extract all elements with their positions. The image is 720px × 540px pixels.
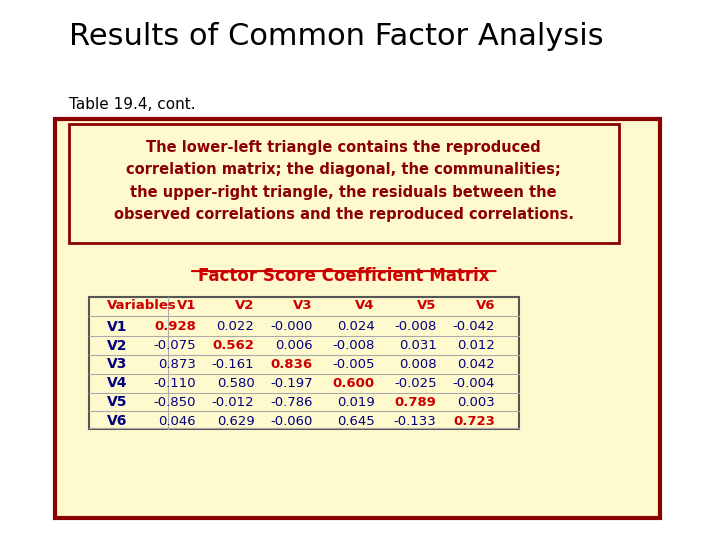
Text: -0.042: -0.042 xyxy=(453,320,495,333)
Text: -0.008: -0.008 xyxy=(333,339,374,352)
Text: 0.012: 0.012 xyxy=(457,339,495,352)
Text: V1: V1 xyxy=(107,320,127,334)
Text: 0.723: 0.723 xyxy=(453,415,495,428)
Text: 0.022: 0.022 xyxy=(217,320,254,333)
Text: Factor Score Coefficient Matrix: Factor Score Coefficient Matrix xyxy=(198,267,490,285)
Text: -0.025: -0.025 xyxy=(394,377,436,390)
Text: Table 19.4, cont.: Table 19.4, cont. xyxy=(68,97,195,112)
Text: 0.836: 0.836 xyxy=(271,358,313,371)
Text: -0.000: -0.000 xyxy=(271,320,313,333)
Text: V3: V3 xyxy=(107,357,127,372)
Text: 0.008: 0.008 xyxy=(399,358,436,371)
Text: -0.008: -0.008 xyxy=(395,320,436,333)
Text: V4: V4 xyxy=(107,376,127,390)
Text: -0.786: -0.786 xyxy=(270,396,313,409)
Text: V6: V6 xyxy=(475,299,495,312)
Text: 0.024: 0.024 xyxy=(337,320,374,333)
Text: 0.928: 0.928 xyxy=(154,320,196,333)
Text: Results of Common Factor Analysis: Results of Common Factor Analysis xyxy=(68,22,603,51)
Text: -0.005: -0.005 xyxy=(332,358,374,371)
Text: 0.600: 0.600 xyxy=(333,377,374,390)
Text: V2: V2 xyxy=(107,339,127,353)
Text: 0.645: 0.645 xyxy=(337,415,374,428)
Text: V5: V5 xyxy=(417,299,436,312)
Text: -0.004: -0.004 xyxy=(453,377,495,390)
Text: -0.060: -0.060 xyxy=(271,415,313,428)
Text: -0.850: -0.850 xyxy=(153,396,196,409)
Text: V5: V5 xyxy=(107,395,127,409)
Text: 0.019: 0.019 xyxy=(337,396,374,409)
Text: 0.789: 0.789 xyxy=(395,396,436,409)
Text: -0.012: -0.012 xyxy=(212,396,254,409)
Text: -0.197: -0.197 xyxy=(270,377,313,390)
Text: V6: V6 xyxy=(107,414,127,428)
Text: 0.629: 0.629 xyxy=(217,415,254,428)
Text: -0.110: -0.110 xyxy=(153,377,196,390)
Text: Variables: Variables xyxy=(107,299,176,312)
Text: 0.046: 0.046 xyxy=(158,415,196,428)
Text: -0.161: -0.161 xyxy=(212,358,254,371)
Text: 0.873: 0.873 xyxy=(158,358,196,371)
Text: -0.133: -0.133 xyxy=(394,415,436,428)
Text: 0.031: 0.031 xyxy=(399,339,436,352)
Text: V4: V4 xyxy=(355,299,374,312)
Text: 0.042: 0.042 xyxy=(457,358,495,371)
Text: V2: V2 xyxy=(235,299,254,312)
FancyBboxPatch shape xyxy=(89,297,519,429)
FancyBboxPatch shape xyxy=(55,119,660,518)
FancyBboxPatch shape xyxy=(68,124,618,243)
Text: V1: V1 xyxy=(176,299,196,312)
Text: The lower-left triangle contains the reproduced
correlation matrix; the diagonal: The lower-left triangle contains the rep… xyxy=(114,140,574,222)
Text: 0.006: 0.006 xyxy=(275,339,313,352)
Text: 0.003: 0.003 xyxy=(457,396,495,409)
Text: 0.580: 0.580 xyxy=(217,377,254,390)
Text: V3: V3 xyxy=(293,299,313,312)
Text: 0.562: 0.562 xyxy=(212,339,254,352)
Text: -0.075: -0.075 xyxy=(153,339,196,352)
